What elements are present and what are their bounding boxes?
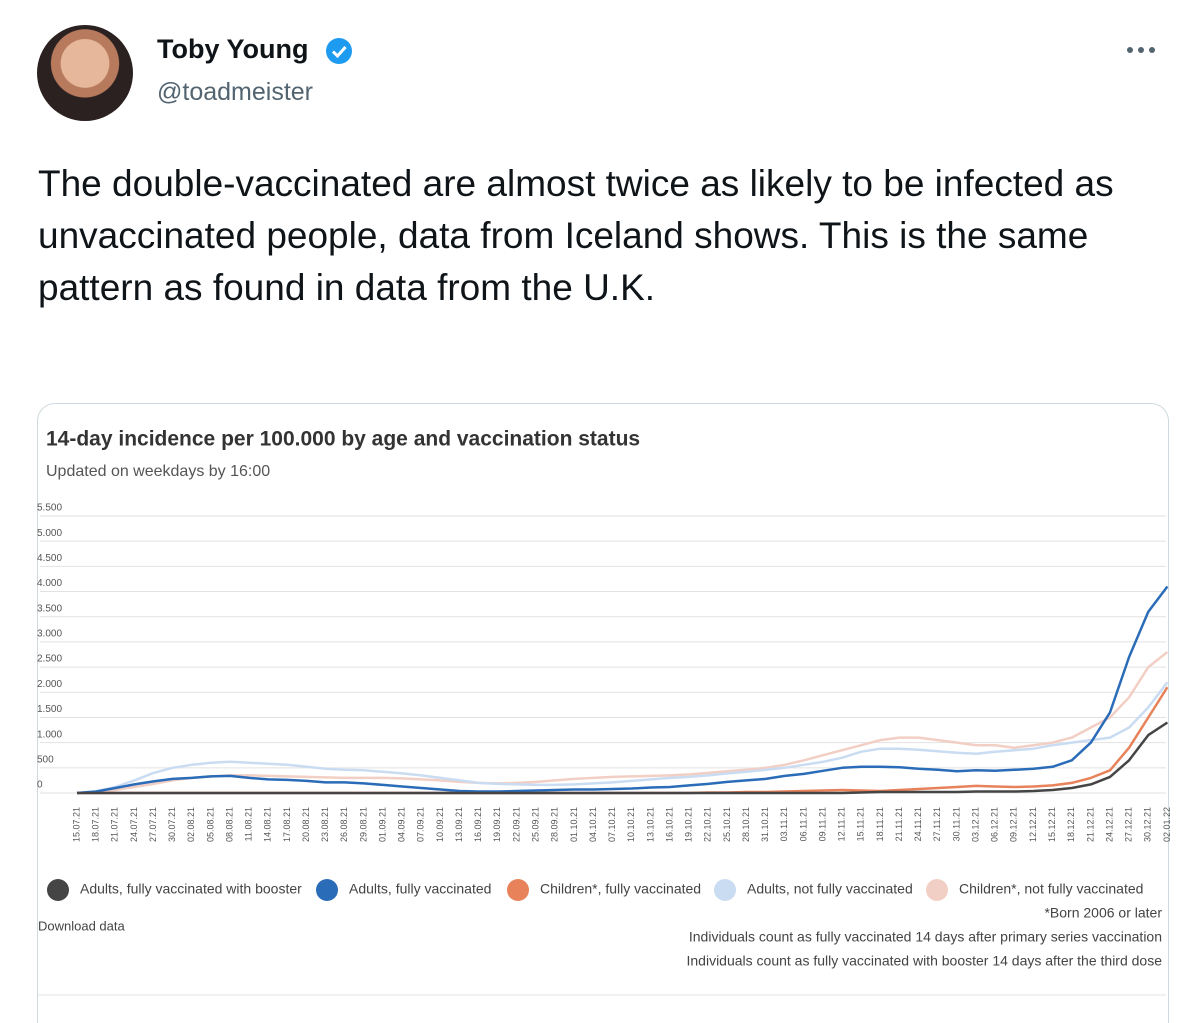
chart-subtitle: Updated on weekdays by 16:00 (46, 463, 270, 480)
x-tick-label: 30.11.21 (951, 807, 961, 841)
legend-marker (507, 879, 529, 901)
x-tick-label: 15.11.21 (856, 807, 866, 841)
legend-marker (316, 879, 338, 901)
media-card[interactable] (37, 403, 1169, 1023)
x-tick-label: 31.10.21 (760, 807, 770, 842)
author-handle[interactable]: @toadmeister (157, 78, 313, 106)
y-tick-label: 1.500 (37, 704, 62, 715)
series-line (76, 651, 1169, 795)
x-tick-label: 22.09.21 (511, 807, 521, 842)
y-tick-label: 4.000 (37, 578, 62, 589)
x-tick-label: 03.11.21 (779, 807, 789, 841)
x-tick-label: 19.09.21 (492, 807, 502, 842)
legend-marker (714, 879, 736, 901)
x-tick-label: 17.08.21 (282, 807, 292, 842)
chart-title: 14-day incidence per 100.000 by age and … (46, 428, 640, 451)
legend-label: Adults, fully vaccinated (349, 881, 491, 897)
x-tick-label: 27.12.21 (1124, 807, 1134, 842)
x-tick-label: 01.09.21 (377, 807, 387, 842)
x-tick-label: 21.07.21 (110, 807, 120, 842)
x-tick-label: 09.12.21 (1009, 807, 1019, 842)
legend-marker (47, 879, 69, 901)
x-tick-label: 09.11.21 (817, 807, 827, 841)
x-tick-label: 18.11.21 (875, 807, 885, 841)
x-tick-label: 25.10.21 (722, 807, 732, 842)
author-name[interactable]: Toby Young (157, 34, 309, 64)
y-tick-label: 2.500 (37, 654, 62, 665)
x-tick-label: 14.08.21 (263, 807, 273, 842)
x-tick-label: 06.11.21 (798, 807, 808, 841)
x-tick-label: 06.12.21 (990, 807, 1000, 842)
x-tick-label: 26.08.21 (339, 807, 349, 842)
x-tick-label: 24.07.21 (129, 807, 139, 842)
x-tick-label: 10.09.21 (435, 807, 445, 842)
x-tick-label: 27.07.21 (148, 807, 158, 842)
x-tick-label: 16.10.21 (664, 807, 674, 842)
legend-label: Adults, fully vaccinated with booster (80, 881, 302, 897)
x-tick-label: 04.09.21 (397, 807, 407, 842)
x-tick-label: 20.08.21 (301, 807, 311, 842)
series-line (76, 585, 1169, 795)
series-line (76, 681, 1169, 795)
x-tick-label: 11.08.21 (244, 807, 254, 841)
y-tick-label: 1.000 (37, 729, 62, 740)
verified-badge (326, 38, 352, 64)
x-tick-label: 30.12.21 (1143, 807, 1153, 842)
x-tick-label: 12.11.21 (837, 807, 847, 841)
legend-label: Children*, fully vaccinated (540, 881, 701, 897)
x-tick-label: 08.08.21 (224, 807, 234, 842)
download-link[interactable]: Download data (38, 918, 125, 933)
y-tick-label: 4.500 (37, 553, 62, 564)
legend-label: Adults, not fully vaccinated (747, 881, 913, 897)
avatar[interactable] (37, 25, 133, 121)
x-tick-label: 03.12.21 (970, 807, 980, 842)
x-tick-label: 04.10.21 (588, 807, 598, 842)
y-tick-label: 500 (37, 754, 54, 765)
x-tick-label: 21.12.21 (1085, 807, 1095, 842)
x-tick-label: 02.01.22 (1162, 807, 1172, 842)
y-tick-label: 5.000 (37, 528, 62, 539)
x-tick-label: 21.11.21 (894, 807, 904, 841)
x-tick-label: 13.09.21 (454, 807, 464, 842)
legend-label: Children*, not fully vaccinated (959, 881, 1143, 897)
x-tick-label: 12.12.21 (1028, 807, 1038, 842)
footnote: Individuals count as fully vaccinated 14… (689, 929, 1162, 945)
x-tick-label: 07.09.21 (416, 807, 426, 842)
x-tick-label: 07.10.21 (607, 807, 617, 842)
x-tick-label: 18.12.21 (1066, 807, 1076, 842)
x-tick-label: 28.10.21 (741, 807, 751, 842)
series-line (77, 721, 1169, 795)
y-tick-label: 0 (37, 780, 43, 791)
tweet-text: The double-vaccinated are almost twice a… (38, 163, 1114, 308)
x-tick-label: 28.09.21 (550, 807, 560, 842)
x-tick-label: 23.08.21 (320, 807, 330, 842)
x-tick-label: 13.10.21 (645, 807, 655, 842)
x-tick-label: 01.10.21 (569, 807, 579, 842)
legend-marker (926, 879, 948, 901)
x-tick-label: 16.09.21 (473, 807, 483, 842)
x-tick-label: 10.10.21 (626, 807, 636, 842)
x-tick-label: 30.07.21 (167, 807, 177, 842)
x-tick-label: 02.08.21 (186, 807, 196, 842)
y-tick-label: 3.000 (37, 629, 62, 640)
x-tick-label: 29.08.21 (358, 807, 368, 842)
x-tick-label: 15.12.21 (1047, 807, 1057, 842)
footnote: Individuals count as fully vaccinated wi… (687, 953, 1163, 969)
x-tick-label: 19.10.21 (684, 807, 694, 842)
y-tick-label: 5.500 (37, 503, 62, 514)
x-tick-label: 27.11.21 (932, 807, 942, 841)
x-tick-label: 22.10.21 (703, 807, 713, 842)
y-tick-label: 3.500 (37, 603, 62, 614)
more-menu[interactable] (1122, 30, 1166, 60)
x-tick-label: 18.07.21 (91, 807, 101, 842)
x-tick-label: 15.07.21 (71, 807, 81, 842)
footnote: *Born 2006 or later (1044, 905, 1162, 921)
x-tick-label: 24.12.21 (1104, 807, 1114, 842)
x-tick-label: 24.11.21 (913, 807, 923, 841)
y-tick-label: 2.000 (37, 679, 62, 690)
x-tick-label: 05.08.21 (205, 807, 215, 842)
x-tick-label: 25.09.21 (530, 807, 540, 842)
